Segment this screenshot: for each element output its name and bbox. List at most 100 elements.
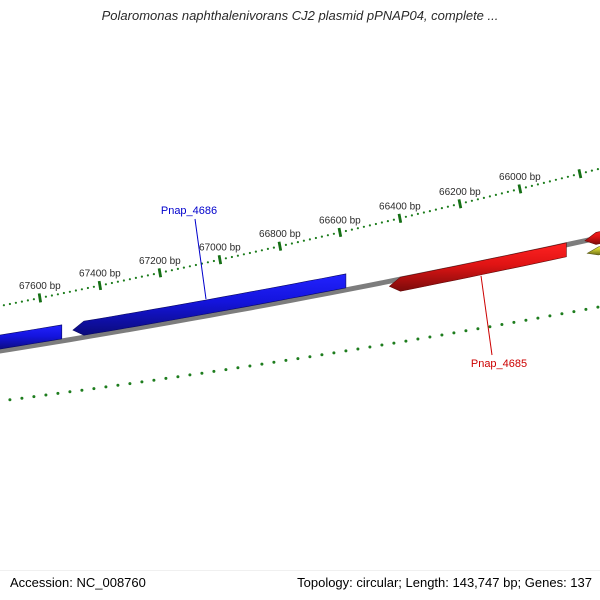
ruler-minor-tick: [62, 291, 65, 295]
ruler-minor-tick: [224, 257, 227, 260]
ruler-minor-tick: [494, 193, 497, 196]
density-dot: [320, 353, 324, 357]
ruler-minor-tick: [308, 238, 311, 241]
gene-arrow-right-fragment-yellow[interactable]: [586, 245, 600, 256]
density-dot: [32, 395, 36, 399]
ruler-tick-label: 66000 bp: [499, 172, 541, 183]
ruler-minor-tick: [164, 270, 167, 273]
density-dot: [56, 391, 60, 395]
ruler-minor-tick: [290, 242, 293, 245]
ruler-minor-tick: [182, 266, 185, 269]
ruler-minor-tick: [176, 267, 179, 270]
density-dot: [584, 307, 588, 311]
ruler-minor-tick: [422, 211, 425, 214]
ruler-minor-tick: [590, 169, 594, 172]
ruler-tick-label: 66200 bp: [439, 187, 481, 198]
ruler-minor-tick: [470, 199, 473, 202]
ruler-minor-tick: [254, 250, 257, 253]
ruler-major-tick: [37, 293, 43, 303]
ruler-tick-label: 67000 bp: [199, 243, 241, 254]
ruler-minor-tick: [116, 280, 119, 283]
ruler-minor-tick: [536, 183, 540, 186]
ruler-minor-tick: [386, 220, 389, 223]
ruler-minor-tick: [362, 225, 365, 228]
ruler-minor-tick: [416, 212, 419, 215]
ruler-minor-tick: [566, 175, 570, 178]
density-dot: [128, 382, 132, 386]
ruler-minor-tick: [32, 298, 36, 301]
ruler-minor-tick: [464, 201, 467, 204]
gene-arrow-Pnap_4685[interactable]: [388, 242, 567, 292]
ruler-minor-tick: [332, 232, 335, 235]
ruler-minor-tick: [410, 214, 413, 217]
ruler-major-tick: [457, 199, 463, 209]
ruler-minor-tick: [284, 243, 287, 246]
ruler-minor-tick: [404, 215, 407, 218]
density-dot: [512, 320, 516, 324]
ruler-minor-tick: [548, 180, 552, 183]
gene-label-Pnap_4686[interactable]: Pnap_4686: [161, 205, 217, 217]
callout-line: [480, 275, 493, 356]
ruler-minor-tick: [266, 247, 269, 250]
ruler-major-tick: [217, 255, 223, 265]
ruler-tick-label: 66400 bp: [379, 201, 421, 212]
ruler-minor-tick: [356, 227, 359, 230]
density-dot: [560, 312, 564, 316]
ruler-minor-tick: [134, 276, 137, 279]
ruler-major-ticks: 66000 bp 66200 bp 66400 bp 66600 bp 66800 bp…: [19, 169, 583, 303]
ruler-minor-tick: [344, 229, 347, 233]
ruler-minor-tick: [206, 261, 209, 264]
ruler-minor-tick: [500, 192, 503, 195]
ruler-minor-tick: [524, 186, 528, 189]
gene-label-Pnap_4685[interactable]: Pnap_4685: [471, 358, 527, 370]
ruler-minor-tick: [26, 299, 29, 302]
ruler-minor-tick: [350, 228, 353, 231]
ruler-minor-tick: [20, 300, 23, 303]
density-dot: [188, 373, 192, 377]
ruler-minor-tick: [170, 269, 173, 272]
topology-info-text: Topology: circular; Length: 143,747 bp; …: [297, 575, 592, 590]
density-dot: [572, 310, 576, 314]
ruler-minor-tick: [314, 236, 317, 240]
ruler-minor-tick: [320, 235, 323, 238]
ruler-tick-label: 67600 bp: [19, 281, 61, 292]
ruler-minor-ticks: [2, 168, 600, 307]
density-dot: [428, 335, 432, 339]
ruler-tick-label: 67200 bp: [139, 256, 181, 267]
gene-arrow-Pnap_4686[interactable]: [72, 273, 347, 336]
ruler-minor-tick: [476, 198, 479, 201]
ruler-minor-tick: [50, 294, 54, 297]
density-dot: [440, 333, 444, 337]
gene-arrow-left-fragment[interactable]: [0, 324, 63, 350]
density-dot: [20, 396, 24, 400]
ruler-minor-tick: [104, 283, 107, 286]
density-dot: [284, 358, 288, 362]
ruler-major-tick: [157, 268, 163, 278]
ruler-minor-tick: [596, 168, 600, 171]
density-dot: [140, 380, 144, 384]
ruler-major-tick: [277, 241, 283, 251]
density-dot: [332, 351, 336, 355]
density-dot: [164, 376, 168, 380]
ruler-minor-tick: [128, 278, 131, 281]
density-dot: [212, 369, 216, 373]
density-dot: [500, 323, 504, 326]
ruler-minor-tick: [506, 190, 509, 193]
status-bar: Accession: NC_008760 Topology: circular;…: [0, 570, 600, 600]
density-dot: [80, 388, 84, 392]
ruler-minor-tick: [140, 275, 143, 278]
ruler-minor-tick: [122, 279, 125, 282]
ruler-minor-tick: [482, 196, 485, 199]
density-dot: [68, 390, 72, 394]
ruler-minor-tick: [188, 265, 191, 268]
ruler-minor-tick: [44, 295, 48, 298]
gene-arrow-right-fragment-red[interactable]: [584, 230, 600, 245]
density-dot: [404, 339, 408, 343]
callout-line: [194, 218, 207, 300]
density-dot: [248, 364, 252, 368]
ruler-minor-tick: [86, 286, 89, 290]
ruler-minor-tick: [554, 178, 558, 181]
density-dot: [548, 314, 552, 318]
ruler-minor-tick: [236, 254, 239, 257]
